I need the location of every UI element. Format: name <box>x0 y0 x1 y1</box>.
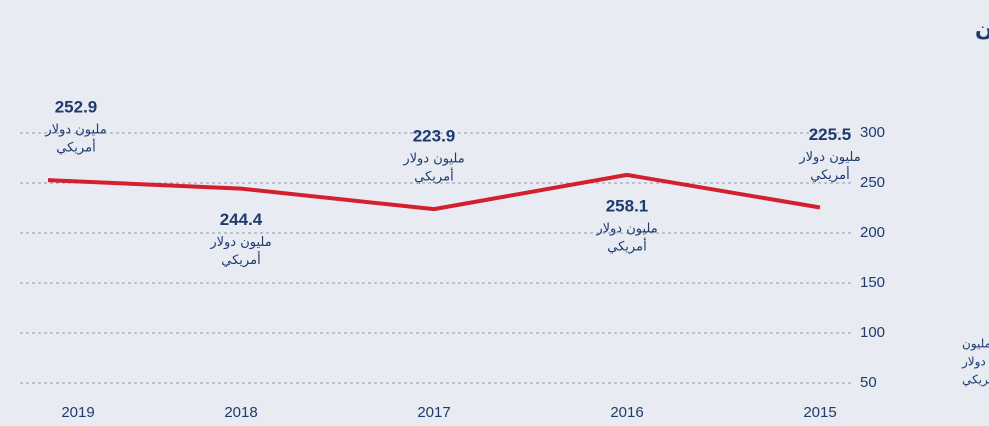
data-label-unit: مليون دولار <box>798 150 860 165</box>
x-tick-label: 2016 <box>610 404 643 421</box>
x-tick-label: 2019 <box>61 404 94 421</box>
data-label-unit: أمريكي <box>56 139 95 156</box>
chart-title: المصروفات السنوية من القروض ومِنح إطار ا… <box>975 17 989 41</box>
data-label: 244.4 <box>220 210 263 229</box>
y-axis-label: دولار <box>961 355 986 370</box>
data-label-unit: أمريكي <box>607 237 646 254</box>
data-label-unit: مليون دولار <box>209 235 271 250</box>
data-label: 225.5 <box>809 125 852 144</box>
y-tick-label: 200 <box>860 224 885 241</box>
y-axis-label: أمريكي <box>962 372 989 388</box>
data-label-unit: أمريكي <box>810 166 849 183</box>
y-axis-label: مليون <box>962 337 989 352</box>
y-tick-label: 100 <box>860 324 885 341</box>
x-tick-label: 2017 <box>417 404 450 421</box>
data-label-unit: مليون دولار <box>595 221 657 236</box>
y-tick-label: 50 <box>860 374 877 391</box>
y-tick-label: 250 <box>860 174 885 191</box>
y-tick-label: 300 <box>860 124 885 141</box>
x-tick-label: 2018 <box>224 404 257 421</box>
x-tick-label: 2015 <box>803 404 836 421</box>
data-label-unit: مليون دولار <box>44 123 106 138</box>
y-tick-label: 150 <box>860 274 885 291</box>
data-label: 258.1 <box>606 196 649 215</box>
data-label: 223.9 <box>413 127 456 146</box>
line <box>47 172 821 212</box>
data-label-unit: أمريكي <box>221 251 260 268</box>
data-label: 252.9 <box>55 98 98 117</box>
data-label-unit: أمريكي <box>414 168 453 185</box>
data-label-unit: مليون دولار <box>402 152 464 167</box>
